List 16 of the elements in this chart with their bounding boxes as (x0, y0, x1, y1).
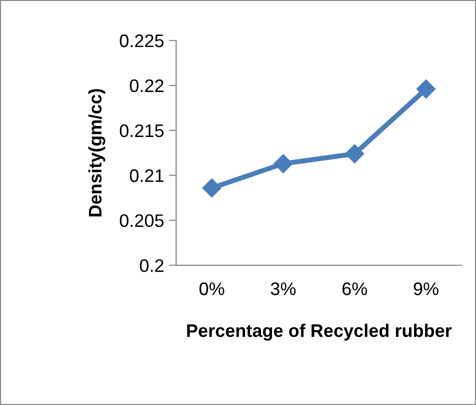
x-tick-label: 6% (342, 282, 368, 296)
x-tick-label: 3% (270, 282, 296, 296)
x-tick-label: 9% (414, 282, 438, 296)
y-axis-title: Density(gm/cc) (88, 89, 106, 216)
y-tick-label: 0.22 (130, 79, 164, 92)
y-tick-label: 0.215 (120, 124, 164, 138)
x-tick-label: 0% (199, 282, 224, 296)
point (416, 80, 436, 99)
y-tick-label: 0.225 (120, 34, 164, 48)
x-axis-title: Percentage of Recycled rubber (187, 324, 452, 341)
y-tick-label: 0.2 (140, 259, 164, 272)
point (274, 154, 293, 174)
y-tick-label: 0.21 (130, 169, 164, 182)
y-tick-label: 0.205 (120, 214, 164, 228)
point (202, 178, 222, 198)
point (345, 144, 364, 164)
